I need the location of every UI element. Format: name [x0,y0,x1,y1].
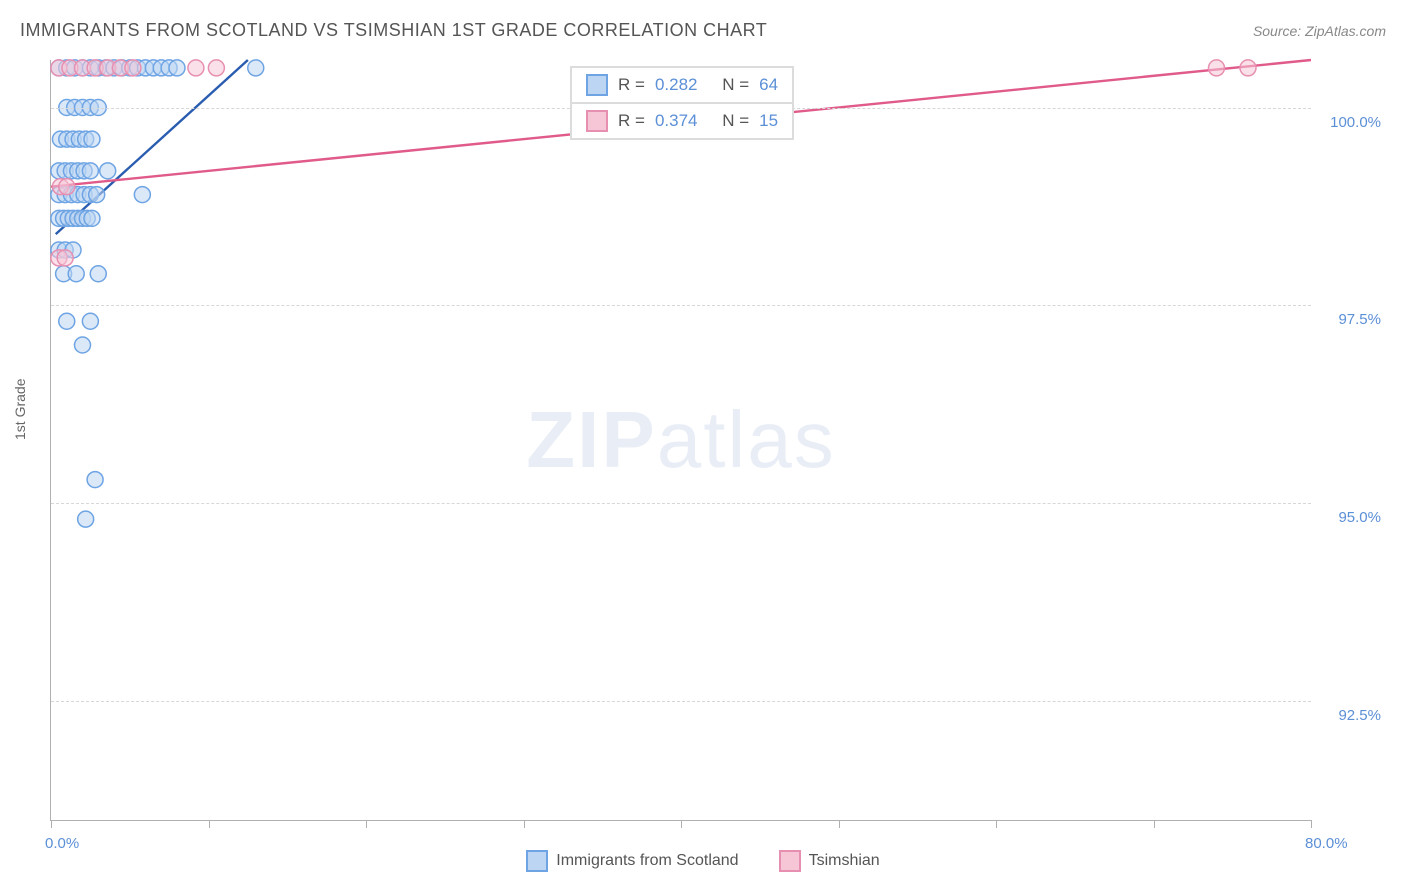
data-point [84,210,100,226]
data-point [57,250,73,266]
x-tick [366,820,367,828]
data-point [208,60,224,76]
x-tick [996,820,997,828]
stat-n-value-1: 64 [759,75,778,95]
data-point [82,313,98,329]
x-tick [839,820,840,828]
data-point [90,266,106,282]
x-tick [1154,820,1155,828]
y-tick-label: 100.0% [1330,114,1381,131]
data-point [87,472,103,488]
y-tick-label: 95.0% [1338,509,1381,526]
stat-box-series2: R = 0.374 N = 15 [570,102,794,140]
data-point [1209,60,1225,76]
x-tick [1311,820,1312,828]
x-tick [51,820,52,828]
plot-area: ZIPatlas 92.5%95.0%97.5%100.0%0.0%80.0% [50,60,1311,821]
legend-bottom: Immigrants from Scotland Tsimshian [0,850,1406,872]
gridline [51,503,1311,504]
legend-label-2: Tsimshian [809,852,880,870]
chart-title: IMMIGRANTS FROM SCOTLAND VS TSIMSHIAN 1S… [20,20,767,41]
data-point [248,60,264,76]
y-tick-label: 92.5% [1338,707,1381,724]
stat-n-label: N = [722,75,749,95]
data-point [78,511,94,527]
legend-item-1: Immigrants from Scotland [526,850,738,872]
data-point [1240,60,1256,76]
stat-box-series1: R = 0.282 N = 64 [570,66,794,104]
data-point [169,60,185,76]
stat-r-label2: R = [618,111,645,131]
chart-svg [51,60,1311,820]
stat-r-value-1: 0.282 [655,75,698,95]
legend-item-2: Tsimshian [779,850,880,872]
data-point [59,179,75,195]
data-point [125,60,141,76]
data-point [89,187,105,203]
stat-n-label2: N = [722,111,749,131]
chart-header: IMMIGRANTS FROM SCOTLAND VS TSIMSHIAN 1S… [20,20,1386,41]
y-tick-label: 97.5% [1338,311,1381,328]
stat-r-label: R = [618,75,645,95]
stat-swatch-series2 [586,110,608,132]
data-point [59,313,75,329]
x-tick [524,820,525,828]
data-point [84,131,100,147]
y-axis-title: 1st Grade [12,379,28,440]
gridline [51,701,1311,702]
legend-swatch-1 [526,850,548,872]
legend-swatch-2 [779,850,801,872]
data-point [188,60,204,76]
data-point [82,163,98,179]
stat-r-value-2: 0.374 [655,111,698,131]
legend-label-1: Immigrants from Scotland [556,852,738,870]
data-point [100,163,116,179]
stat-swatch-series1 [586,74,608,96]
x-tick [681,820,682,828]
data-point [68,266,84,282]
data-point [75,337,91,353]
x-tick [209,820,210,828]
gridline [51,305,1311,306]
chart-source: Source: ZipAtlas.com [1253,23,1386,39]
data-point [134,187,150,203]
stat-n-value-2: 15 [759,111,778,131]
